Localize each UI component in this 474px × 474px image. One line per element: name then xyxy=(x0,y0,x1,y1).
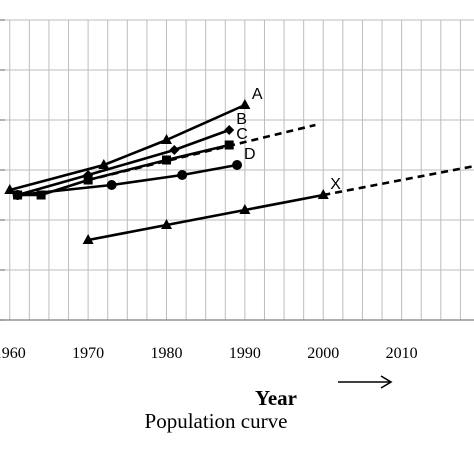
projection-line xyxy=(87,123,316,182)
x-tick-label: 1970 xyxy=(72,345,104,362)
triangle-marker xyxy=(98,159,110,169)
series-lines xyxy=(9,103,474,242)
series-label: D xyxy=(244,146,256,163)
circle-marker xyxy=(177,170,188,180)
diamond-marker xyxy=(224,125,235,135)
square-marker xyxy=(83,175,93,185)
series-label: C xyxy=(236,126,248,143)
series-line xyxy=(17,163,238,197)
square-marker xyxy=(224,140,234,150)
diamond-marker xyxy=(169,145,180,155)
square-marker xyxy=(162,155,172,165)
series-line xyxy=(17,128,230,197)
x-tick-label: 1960 xyxy=(0,345,26,362)
series-label: A xyxy=(252,86,263,103)
triangle-marker xyxy=(317,189,329,199)
triangle-marker xyxy=(82,234,94,244)
series-label: B xyxy=(236,111,247,128)
x-axis-label: Year xyxy=(255,386,297,410)
x-tick-label: 1990 xyxy=(229,345,261,362)
right-arrow-icon xyxy=(338,375,393,389)
triangle-marker xyxy=(161,219,173,229)
series-label: X xyxy=(330,176,341,193)
gridlines xyxy=(0,19,474,321)
x-tick-labels: 1960 1970 1980 1990 2000 2010 xyxy=(0,345,418,362)
square-marker xyxy=(36,190,46,200)
series-line xyxy=(87,193,324,242)
circle-marker xyxy=(12,190,23,200)
chart-caption: Population curve xyxy=(145,409,288,433)
triangle-marker xyxy=(4,184,16,194)
x-tick-label: 2000 xyxy=(307,345,339,362)
triangle-marker xyxy=(239,99,251,109)
circle-marker xyxy=(232,160,243,170)
triangle-marker xyxy=(239,204,251,214)
triangle-marker xyxy=(161,134,173,144)
x-tick-label: 2010 xyxy=(386,345,418,362)
projection-line xyxy=(323,164,474,197)
x-tick-label: 1980 xyxy=(151,345,183,362)
series-markers xyxy=(4,99,329,244)
circle-marker xyxy=(106,180,117,190)
series-line xyxy=(9,103,246,192)
